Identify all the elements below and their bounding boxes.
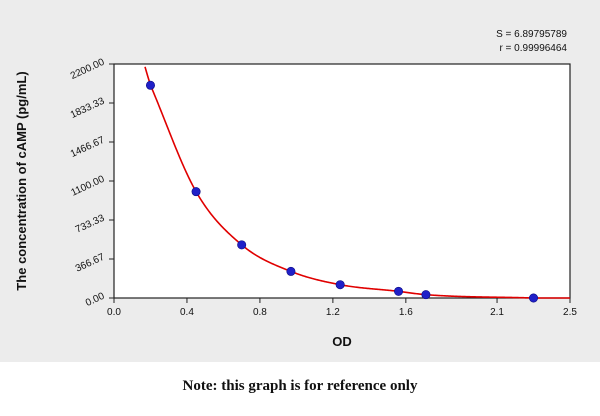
data-point (286, 266, 296, 276)
data-point (145, 80, 155, 90)
x-tick-label: 0.0 (107, 307, 121, 318)
s-statistic: S = 6.89795789 (496, 29, 567, 40)
data-point (529, 293, 539, 303)
fit-curve (144, 66, 570, 299)
reference-note: Note: this graph is for reference only (183, 378, 418, 394)
x-tick-label: 2.1 (490, 307, 504, 318)
y-axis-title: The concentration of cAMP (pg/mL) (14, 71, 29, 290)
plot-area (113, 63, 571, 299)
data-point (394, 286, 404, 296)
x-axis-title: OD (332, 334, 352, 349)
data-points (145, 80, 539, 303)
data-point (421, 290, 431, 300)
x-tick-label: 1.2 (326, 307, 340, 318)
data-point (191, 187, 201, 197)
x-tick-label: 0.4 (180, 307, 194, 318)
x-axis-ticks: 0.0 0.4 0.8 1.2 1.6 2.1 2.5 (107, 298, 577, 318)
data-point (237, 240, 247, 250)
x-tick-label: 1.6 (399, 307, 413, 318)
r-statistic: r = 0.99996464 (499, 43, 567, 54)
data-point (335, 280, 345, 290)
x-tick-label: 2.5 (563, 307, 577, 318)
x-tick-label: 0.8 (253, 307, 267, 318)
